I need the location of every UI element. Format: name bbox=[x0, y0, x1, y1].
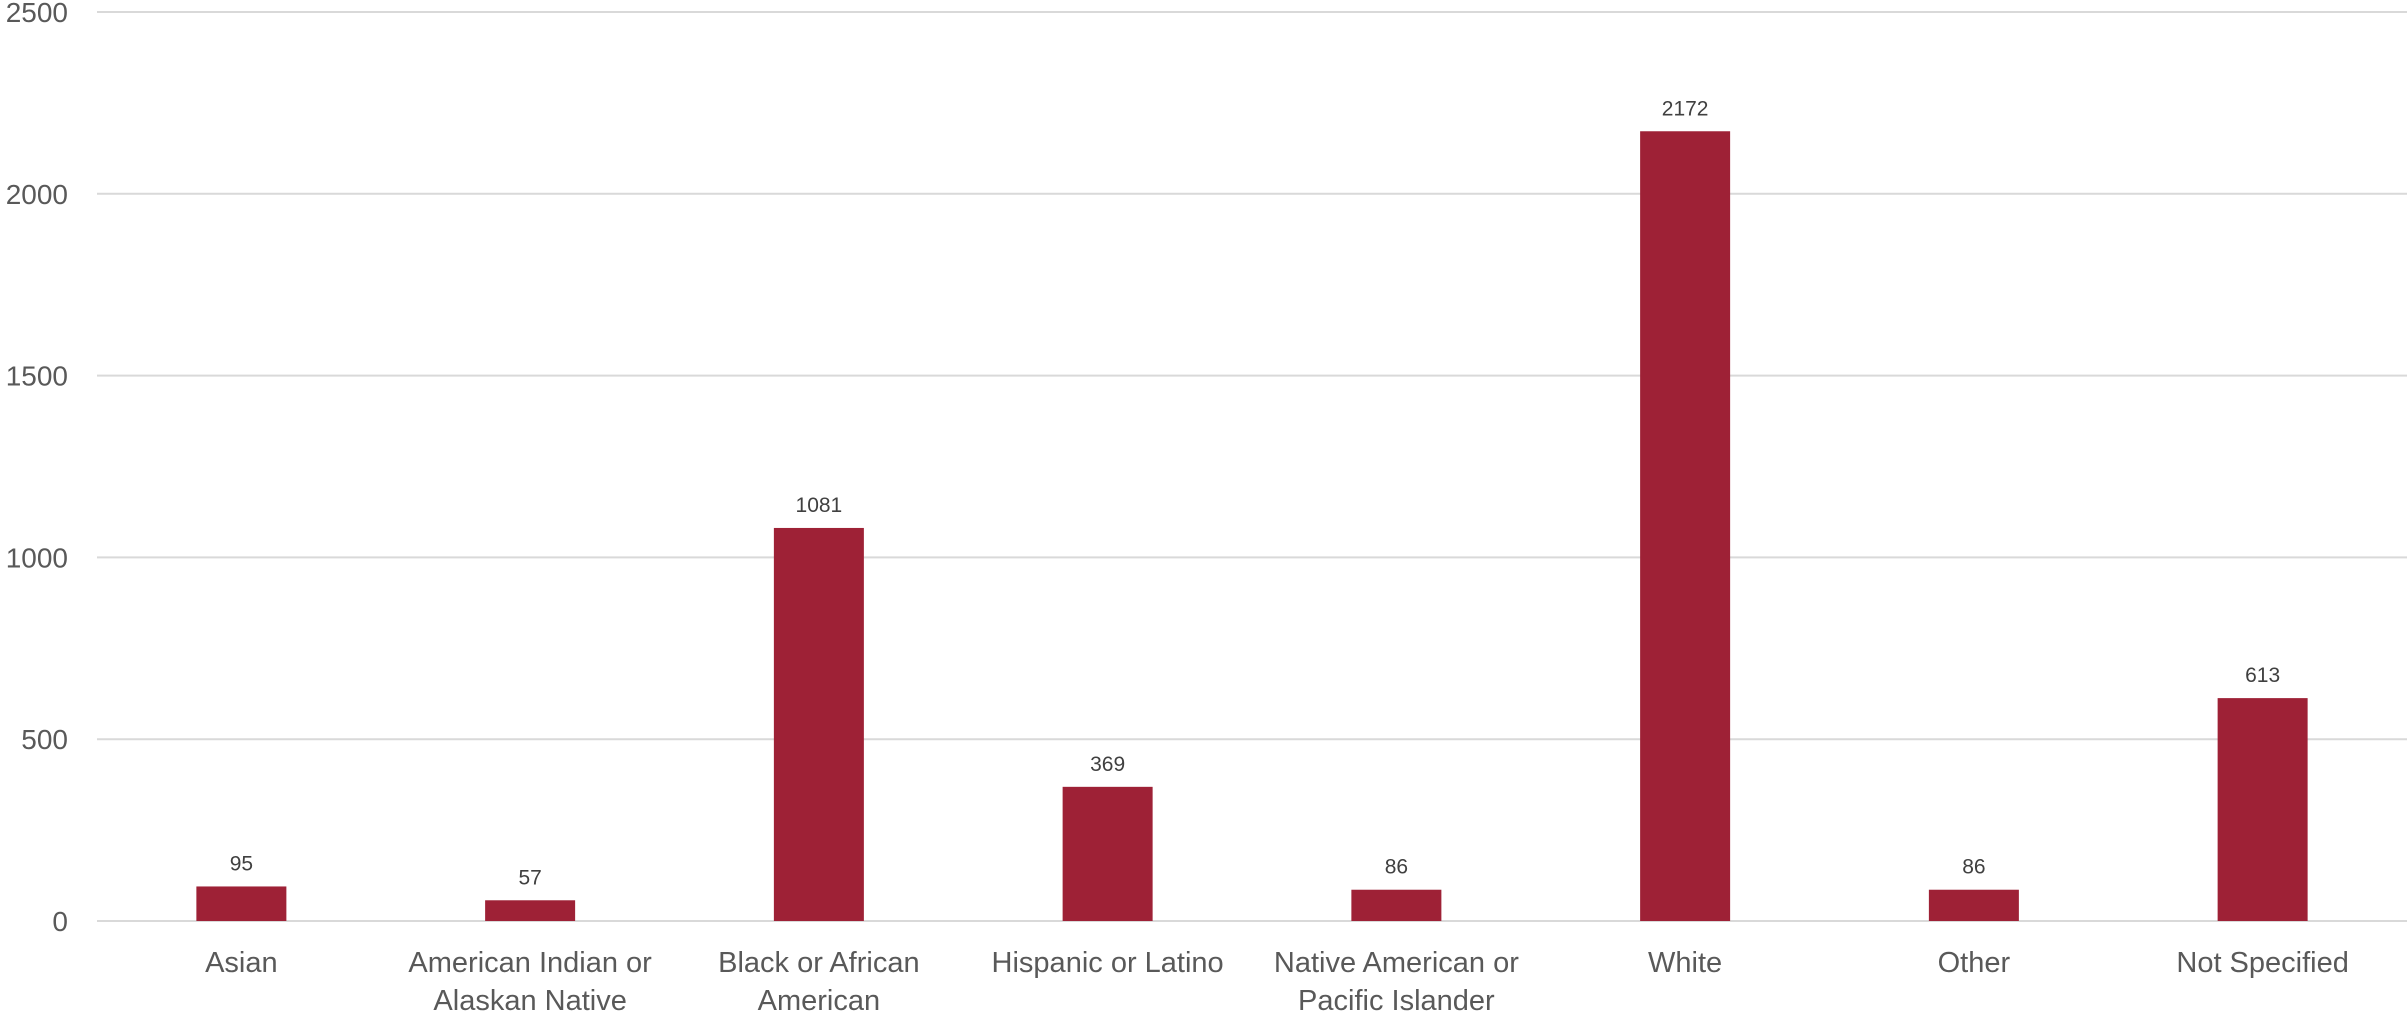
category-label: Native American or Pacific Islander bbox=[1274, 947, 1519, 1015]
category-label-line: Asian bbox=[205, 947, 278, 979]
bars bbox=[196, 131, 2308, 921]
bar bbox=[2217, 698, 2308, 921]
category-label-line: Black or African bbox=[718, 947, 919, 979]
category-label-line: Pacific Islander bbox=[1298, 985, 1495, 1015]
gridlines bbox=[97, 11, 2407, 922]
y-tick-label: 1500 bbox=[6, 361, 68, 392]
category-label-line: White bbox=[1648, 947, 1722, 979]
category-label: Other bbox=[1938, 947, 2011, 979]
y-tick-label: 2500 bbox=[6, 0, 68, 28]
category-label: Hispanic or Latino bbox=[992, 947, 1224, 979]
category-label-line: Alaskan Native bbox=[433, 985, 626, 1015]
category-label-line: American Indian or bbox=[408, 947, 652, 979]
x-axis: Asian American Indian or Alaskan Native Bla… bbox=[205, 947, 2349, 1015]
bar bbox=[196, 886, 287, 921]
data-label: 86 bbox=[1962, 856, 1985, 879]
data-label: 1081 bbox=[796, 494, 843, 517]
bar bbox=[1928, 889, 2019, 921]
category-label: American Indian or Alaskan Native bbox=[408, 947, 652, 1015]
category-label: Not Specified bbox=[2176, 947, 2349, 979]
category-label-line: Native American or bbox=[1274, 947, 1519, 979]
data-label: 57 bbox=[518, 866, 541, 889]
bar bbox=[1062, 786, 1153, 921]
bar bbox=[1640, 131, 1731, 921]
category-label: Asian bbox=[205, 947, 278, 979]
y-tick-label: 2000 bbox=[6, 179, 68, 210]
y-tick-label: 1000 bbox=[6, 542, 68, 573]
category-label-line: American bbox=[758, 985, 881, 1015]
category-label: White bbox=[1648, 947, 1722, 979]
data-label: 369 bbox=[1090, 753, 1125, 776]
category-label-line: Not Specified bbox=[2176, 947, 2349, 979]
bar bbox=[1351, 889, 1442, 921]
data-label: 95 bbox=[230, 852, 253, 875]
y-axis: 0 500 1000 1500 2000 2500 bbox=[6, 0, 68, 937]
data-label: 2172 bbox=[1662, 97, 1709, 120]
bar bbox=[773, 527, 864, 921]
category-label-line: Other bbox=[1938, 947, 2011, 979]
y-tick-label: 500 bbox=[21, 724, 68, 755]
data-label: 613 bbox=[2245, 664, 2280, 687]
data-label: 86 bbox=[1385, 856, 1408, 879]
category-label: Black or African American bbox=[718, 947, 919, 1015]
y-tick-label: 0 bbox=[52, 906, 68, 937]
data-labels: 95 57 1081 369 86 2172 86 613 bbox=[230, 97, 2280, 889]
bar bbox=[485, 900, 576, 921]
category-label-line: Hispanic or Latino bbox=[992, 947, 1224, 979]
